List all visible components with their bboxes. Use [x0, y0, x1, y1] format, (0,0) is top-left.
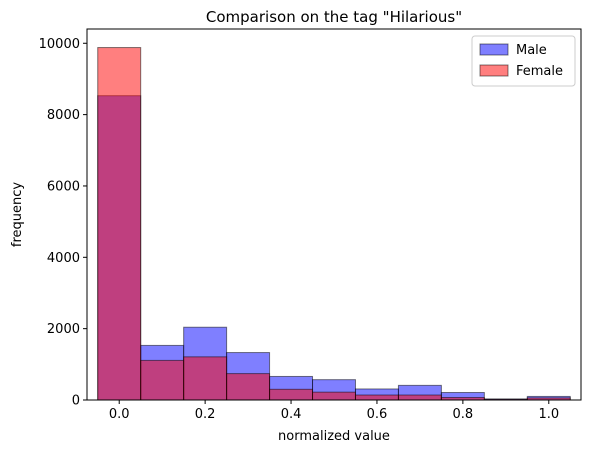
bar-female-2: [183, 356, 228, 401]
series-male: [97, 95, 571, 401]
x-tick-label: 0.6: [367, 407, 388, 422]
legend-swatch-female: [479, 64, 509, 77]
legend-swatch-male: [479, 43, 509, 56]
x-axis: 0.0 0.2 0.4 0.6 0.8 1.0: [109, 400, 559, 422]
bars-layer: [97, 47, 571, 401]
bar-female-6: [354, 394, 399, 401]
bar-female-7: [397, 394, 442, 401]
legend-label-male: Male: [516, 43, 547, 58]
y-tick-label: 8000: [47, 108, 80, 123]
series-female: [97, 47, 571, 401]
bar-female-4: [269, 388, 314, 401]
x-tick-label: 0.8: [453, 407, 474, 422]
plot-frame: [86, 28, 582, 401]
y-axis-title: frequency: [10, 182, 25, 248]
bar-female-3: [226, 373, 271, 401]
x-tick-label: 0.2: [195, 407, 216, 422]
y-tick-label: 4000: [47, 251, 80, 266]
y-tick-label: 10000: [39, 37, 80, 52]
legend-label-female: Female: [516, 64, 563, 79]
bar-female-5: [312, 391, 356, 401]
y-tick-label: 6000: [47, 179, 80, 194]
y-axis: 0 2000 4000 6000 8000 10000: [39, 37, 87, 409]
y-tick-label: 2000: [47, 322, 80, 337]
x-tick-label: 0.4: [281, 407, 302, 422]
legend: Male Female: [471, 35, 576, 87]
y-tick-label: 0: [72, 394, 80, 409]
bar-female-1: [140, 359, 185, 401]
x-axis-title: normalized value: [278, 429, 390, 444]
chart-title: Comparison on the tag "Hilarious": [206, 8, 462, 26]
bar-female-0: [97, 47, 142, 401]
x-tick-label: 0.0: [109, 407, 130, 422]
x-tick-label: 1.0: [538, 407, 559, 422]
